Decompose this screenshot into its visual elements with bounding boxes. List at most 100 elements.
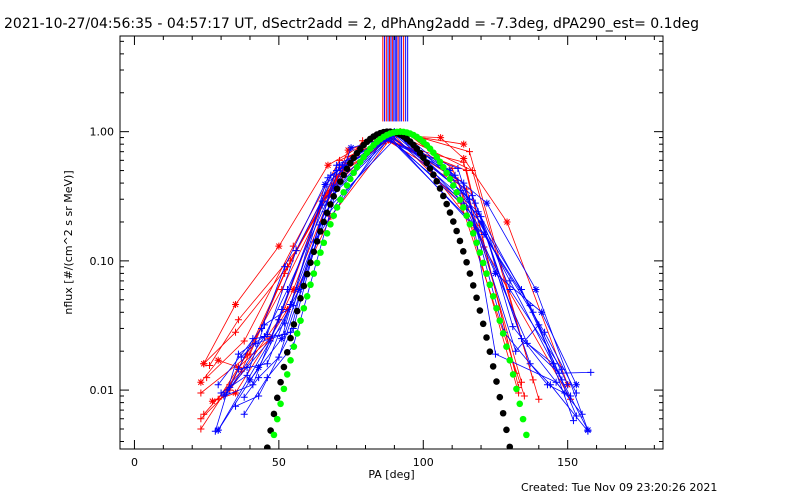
- model-point: [273, 394, 281, 402]
- data-point: [197, 415, 205, 423]
- data-point: [517, 286, 525, 294]
- data-point: [237, 353, 245, 361]
- data-point: [214, 426, 222, 434]
- data-point: [214, 381, 222, 389]
- data-point: [347, 144, 355, 152]
- data-point: [454, 164, 462, 172]
- model-point: [436, 185, 444, 192]
- model-point: [353, 163, 361, 171]
- x-axis-label: PA [deg]: [368, 468, 414, 481]
- data-point: [206, 361, 214, 369]
- data-point: [460, 179, 468, 187]
- model-point: [300, 282, 308, 290]
- model-point: [340, 171, 347, 179]
- model-point: [456, 237, 464, 245]
- model-point: [313, 259, 321, 267]
- model-point: [483, 270, 490, 277]
- data-point: [509, 323, 517, 331]
- model-point: [280, 363, 288, 371]
- model-point: [453, 227, 460, 235]
- data-point: [520, 392, 528, 400]
- model-point: [280, 385, 288, 393]
- model-point: [476, 307, 484, 314]
- series-line: [249, 137, 577, 385]
- data-point: [460, 154, 468, 162]
- x-tick-label: 50: [272, 456, 286, 469]
- model-point: [303, 292, 311, 300]
- model-point: [333, 204, 341, 211]
- model-point: [264, 444, 271, 449]
- data-point: [327, 171, 335, 179]
- data-point: [321, 181, 329, 189]
- data-point: [491, 350, 499, 358]
- data-point: [281, 319, 289, 327]
- model-point: [323, 209, 331, 217]
- data-point: [558, 376, 566, 384]
- data-point: [512, 347, 520, 355]
- data-point: [483, 199, 491, 207]
- series-line: [217, 133, 577, 431]
- model-point: [440, 192, 447, 200]
- data-point: [549, 360, 557, 368]
- model-point: [307, 281, 314, 289]
- x-tick-label: 0: [131, 456, 138, 469]
- model-point: [347, 175, 354, 183]
- data-point: [465, 148, 473, 156]
- data-point: [535, 395, 543, 403]
- model-point: [443, 200, 450, 208]
- data-point: [246, 376, 254, 384]
- model-point: [430, 171, 437, 178]
- model-point: [320, 239, 328, 247]
- data-point: [584, 426, 592, 434]
- data-point: [437, 134, 445, 142]
- model-point: [320, 218, 328, 226]
- model-point: [499, 409, 507, 417]
- model-point: [436, 158, 444, 166]
- series-line: [235, 135, 563, 407]
- model-point: [337, 196, 344, 203]
- model-point: [297, 294, 304, 302]
- x-tick-label: 100: [413, 456, 434, 469]
- model-point: [459, 248, 467, 255]
- model-point: [337, 178, 344, 185]
- model-point: [290, 343, 298, 350]
- data-point: [232, 402, 240, 410]
- series-line: [217, 135, 569, 385]
- data-point: [491, 269, 499, 277]
- data-point: [260, 321, 268, 329]
- plot-frame: [119, 35, 664, 450]
- model-point: [310, 270, 318, 277]
- series-line: [217, 132, 589, 431]
- model-point: [277, 400, 284, 408]
- model-point: [350, 169, 357, 177]
- data-point: [506, 277, 514, 285]
- data-point: [572, 381, 580, 389]
- model-point: [513, 385, 520, 393]
- data-point: [234, 316, 242, 324]
- series-line: [203, 134, 569, 385]
- model-point: [330, 212, 338, 219]
- data-point: [474, 227, 482, 235]
- data-point: [587, 368, 595, 376]
- created-timestamp: Created: Tue Nov 09 23:20:26 2021: [521, 481, 718, 494]
- model-point: [473, 239, 480, 247]
- model-point: [459, 204, 467, 211]
- model-point: [443, 169, 450, 177]
- model-point: [489, 363, 497, 370]
- data-point: [200, 360, 208, 368]
- data-point: [538, 308, 546, 316]
- data-point: [292, 247, 300, 255]
- model-point: [270, 410, 278, 418]
- data-point: [200, 410, 208, 418]
- data-point: [543, 381, 551, 389]
- series-line: [238, 132, 563, 370]
- data-point: [234, 350, 242, 358]
- model-point: [433, 153, 441, 161]
- data-point: [278, 335, 286, 343]
- data-point: [252, 339, 260, 347]
- model-point: [486, 348, 494, 356]
- model-point: [323, 229, 331, 237]
- model-point: [327, 220, 334, 228]
- data-point: [197, 389, 205, 397]
- data-point: [318, 201, 326, 209]
